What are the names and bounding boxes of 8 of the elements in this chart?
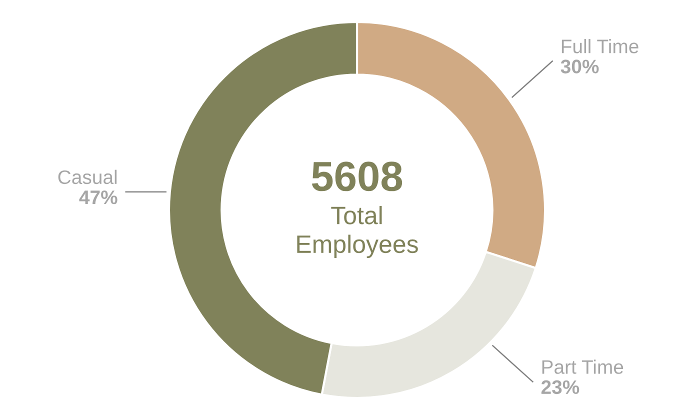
- data-label: 47%: [79, 190, 118, 204]
- text: 5608: [312, 162, 402, 192]
- slice-label: Casual: [58, 170, 117, 184]
- text: Total Employees: [297, 206, 418, 258]
- slice-label: Part Time: [542, 360, 624, 374]
- data-label: 23%: [541, 380, 580, 394]
- data-label: 30%: [560, 60, 599, 74]
- slice-label: Full Time: [562, 39, 638, 54]
